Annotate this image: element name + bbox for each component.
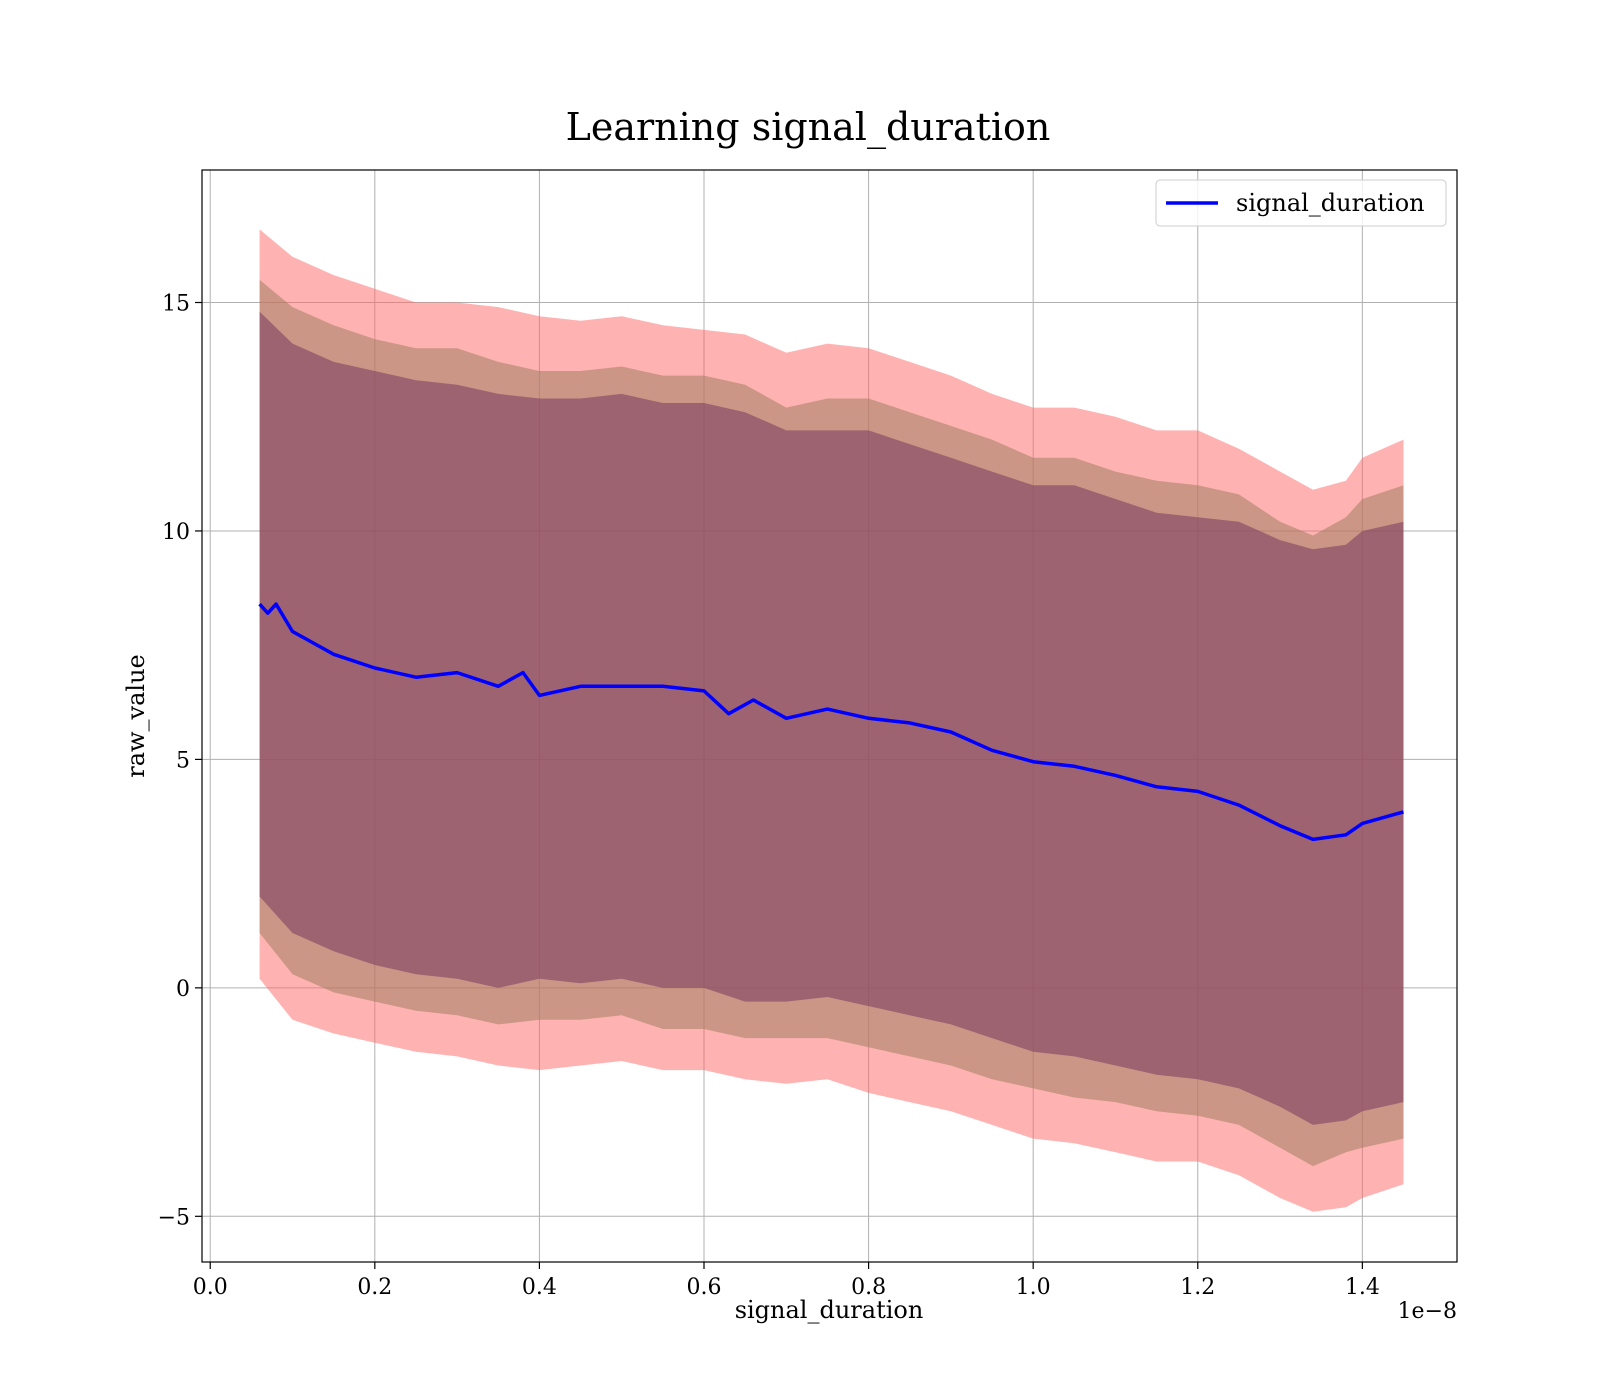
inner-band: [259, 311, 1404, 1125]
legend-entry-label: signal_duration: [1236, 189, 1425, 217]
x-tick-label: 1.0: [1016, 1275, 1051, 1300]
y-tick-label: 5: [176, 748, 190, 773]
chart-title: Learning signal_duration: [566, 105, 1051, 150]
y-tick-label: 15: [162, 292, 190, 317]
x-tick-label: 0.6: [687, 1275, 722, 1300]
uncertainty-bands: [259, 229, 1404, 1212]
x-tick-label: 0.2: [357, 1275, 392, 1300]
y-tick-label: 0: [176, 977, 190, 1002]
x-tick-label: 1.2: [1180, 1275, 1215, 1300]
y-axis-ticks: −5 0 5 10 15: [158, 292, 202, 1230]
x-tick-label: 0.0: [193, 1275, 228, 1300]
x-tick-label: 0.4: [522, 1275, 557, 1300]
x-axis-offset-label: 1e−8: [1398, 1299, 1457, 1324]
x-tick-label: 0.8: [851, 1275, 886, 1300]
y-tick-label: 10: [162, 520, 190, 545]
series-line-signal_duration: [258, 602, 1404, 842]
legend: signal_duration: [1155, 179, 1447, 227]
y-tick-label: −5: [158, 1205, 190, 1230]
series-lines: [258, 602, 1404, 842]
y-axis-label: raw_value: [122, 654, 150, 778]
x-axis-label: signal_duration: [735, 1296, 924, 1324]
x-tick-label: 1.4: [1345, 1275, 1380, 1300]
legend-box: [1155, 179, 1447, 227]
plot-frame: [201, 169, 1458, 1263]
x-axis-ticks: 0.0 0.2 0.4 0.6 0.8 1.0 1.2 1.4: [193, 1262, 1380, 1300]
